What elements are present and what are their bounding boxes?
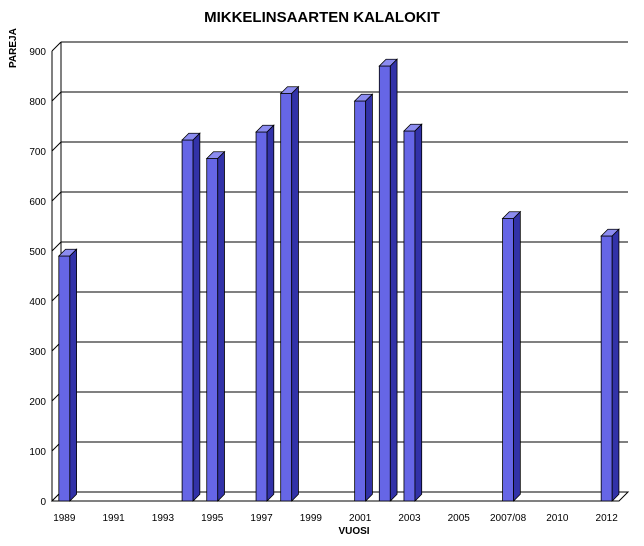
bar-side xyxy=(291,85,299,502)
y-tick-label: 300 xyxy=(29,347,46,358)
bar-front xyxy=(354,100,367,502)
x-tick-label: 2007/08 xyxy=(490,513,527,524)
bar-front xyxy=(502,218,514,502)
x-tick-label: 2010 xyxy=(546,513,569,524)
x-tick-label: 1991 xyxy=(103,513,126,524)
y-tick-label: 700 xyxy=(29,147,46,158)
x-tick-label: 1997 xyxy=(250,513,273,524)
bar-front xyxy=(280,93,293,502)
x-tick-label: 2012 xyxy=(596,513,619,524)
gridline-depth xyxy=(51,91,62,102)
bar-front xyxy=(600,235,613,502)
gridline-depth xyxy=(51,141,62,152)
bar-side xyxy=(365,93,373,502)
bar-front xyxy=(206,158,219,502)
x-tick-label: 1999 xyxy=(300,513,323,524)
bar-front xyxy=(58,255,71,502)
x-tick-label: 1993 xyxy=(152,513,175,524)
bar-side xyxy=(414,123,423,502)
bar-front xyxy=(181,139,194,502)
x-tick-label: 2001 xyxy=(349,513,372,524)
gridline-depth xyxy=(51,241,62,252)
gridline-depth xyxy=(51,41,62,52)
bar-side xyxy=(217,150,225,502)
y-tick-label: 900 xyxy=(29,47,46,58)
gridlines xyxy=(51,41,628,502)
x-axis-label: VUOSI xyxy=(338,526,370,537)
floor-plane xyxy=(50,491,630,502)
x-tick-label: 1995 xyxy=(201,513,224,524)
x-tick-labels: 1989 1991 1993 1995 1997 1999 2001 2003 2005 2007… xyxy=(53,513,618,524)
y-tick-label: 500 xyxy=(29,247,46,258)
y-tick-label: 400 xyxy=(29,297,46,308)
bar-front xyxy=(378,65,391,502)
y-tick-label: 100 xyxy=(29,447,46,458)
x-tick-label: 2003 xyxy=(398,513,421,524)
y-tick-labels: 0 100 200 300 400 500 600 700 800 900 xyxy=(29,47,46,508)
bar-side xyxy=(266,124,275,502)
bar-front xyxy=(255,131,268,502)
y-tick-label: 200 xyxy=(29,397,46,408)
gridline-depth xyxy=(51,191,62,202)
y-tick-label: 600 xyxy=(29,197,46,208)
bars xyxy=(57,58,620,502)
bar-front xyxy=(403,130,416,502)
x-tick-label: 2005 xyxy=(448,513,471,524)
bar-side xyxy=(513,210,521,502)
y-tick-label: 800 xyxy=(29,97,46,108)
chart-floor xyxy=(50,51,630,502)
bar-side xyxy=(389,58,398,502)
x-tick-label: 1989 xyxy=(53,513,76,524)
bar-side xyxy=(192,132,201,502)
chart-title: MIKKELINSAARTEN KALALOKIT xyxy=(204,9,440,26)
bar-side xyxy=(69,248,77,502)
bar-side xyxy=(611,228,620,502)
y-tick-label: 0 xyxy=(40,497,46,508)
